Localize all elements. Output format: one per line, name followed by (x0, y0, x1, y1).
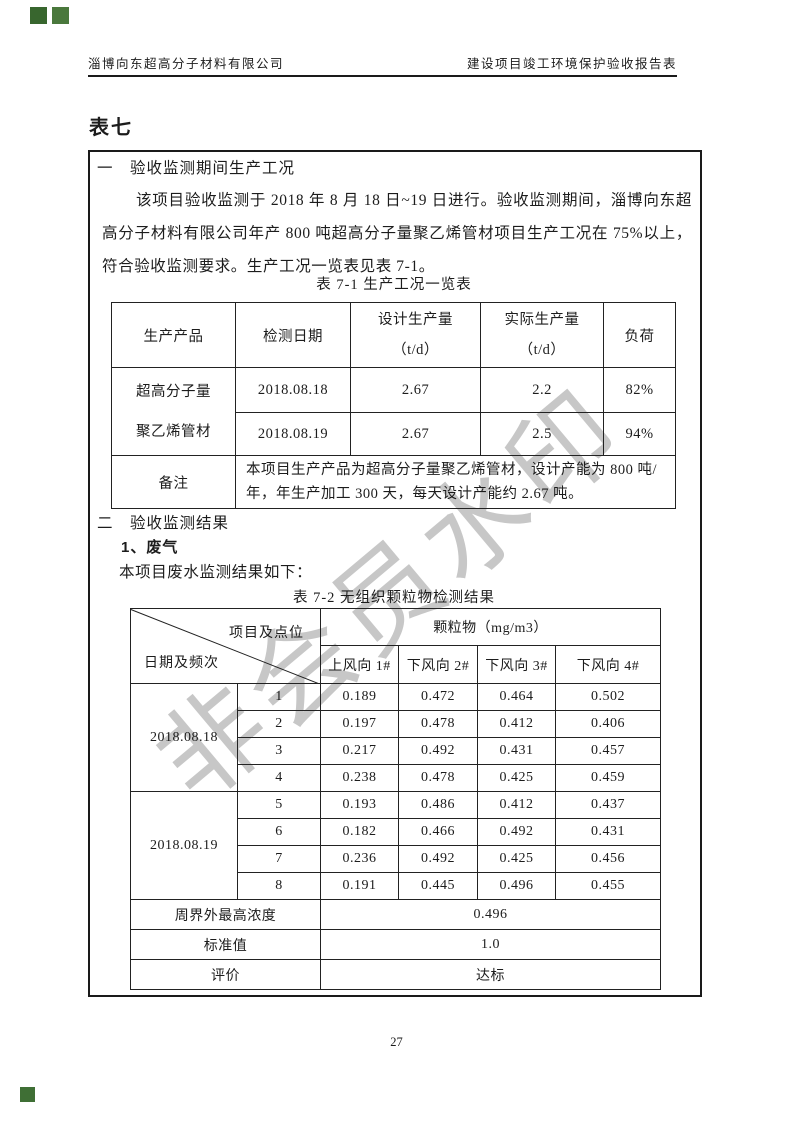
header-report-title: 建设项目竣工环境保护验收报告表 (466, 57, 677, 71)
t1-product-line1: 超高分子量 (136, 383, 211, 400)
particulate-results-table: 项目及点位 日期及频次 颗粒物（mg/m3） 上风向 1# 下风向 2# 下风向… (130, 608, 662, 990)
header-company-name: 淄博向东超高分子材料有限公司 (88, 57, 285, 71)
section-2-intro: 本项目废水监测结果如下： (119, 564, 313, 581)
t1-load-cell: 94% (603, 412, 676, 456)
t2-value-cell: 0.464 (477, 683, 556, 711)
t2-value-cell: 0.492 (398, 737, 478, 765)
t2-freq-cell: 6 (237, 818, 321, 846)
t1-actual-cell: 2.5 (480, 412, 604, 456)
t2-value-cell: 0.406 (554, 710, 662, 738)
t2-value-cell: 0.189 (320, 683, 399, 711)
section-1-heading: 一 验收监测期间生产工况 (97, 160, 296, 177)
t2-freq-cell: 8 (237, 872, 321, 900)
t2-value-cell: 0.455 (554, 872, 662, 900)
t2-value-cell: 0.425 (477, 845, 556, 873)
t2-diag-bottom-label: 日期及频次 (144, 656, 219, 671)
page-number: 27 (390, 1035, 403, 1049)
content-border-box (88, 150, 702, 997)
t2-value-cell: 0.466 (398, 818, 478, 846)
t1-header-load: 负荷 (603, 302, 676, 368)
table-7-2-caption: 表 7-2 无组织颗粒物检测结果 (292, 590, 496, 606)
t1-remark-text: 本项目生产产品为超高分子量聚乙烯管材，设计产能为 800 吨/年，年生产加工 3… (235, 455, 676, 509)
logo-square-icon (52, 7, 69, 24)
t2-value-cell: 0.437 (554, 791, 662, 819)
t2-value-cell: 0.492 (398, 845, 478, 873)
t2-col-header: 下风向 4# (554, 645, 662, 684)
t2-footer-label: 评价 (130, 959, 321, 990)
t1-header-actual-label: 实际生产量 (504, 312, 580, 328)
t1-product-cell: 超高分子量 聚乙烯管材 (111, 367, 236, 456)
t2-value-cell: 0.457 (554, 737, 662, 765)
logo-square-icon (30, 7, 47, 24)
section-2-sub-heading: 1、废气 (121, 539, 179, 556)
t2-value-cell: 0.431 (554, 818, 662, 846)
table-7-1-caption: 表 7-1 生产工况一览表 (316, 277, 472, 293)
t2-value-cell: 0.182 (320, 818, 399, 846)
logo-square-icon (20, 1087, 35, 1102)
t2-footer-value: 达标 (319, 959, 662, 990)
section-2-heading: 二 验收监测结果 (97, 515, 230, 532)
t2-freq-cell: 2 (237, 710, 321, 738)
t1-product-line2: 聚乙烯管材 (136, 423, 211, 440)
t1-design-cell: 2.67 (350, 412, 481, 456)
t2-freq-cell: 1 (237, 683, 321, 711)
t2-value-cell: 0.191 (320, 872, 399, 900)
t2-freq-cell: 3 (237, 737, 321, 765)
t2-col-header: 下风向 2# (398, 645, 478, 684)
t2-value-cell: 0.472 (398, 683, 478, 711)
t2-value-cell: 0.492 (477, 818, 556, 846)
t2-freq-cell: 7 (237, 845, 321, 873)
t2-value-cell: 0.478 (398, 764, 478, 792)
t2-value-cell: 0.486 (398, 791, 478, 819)
t2-value-cell: 0.236 (320, 845, 399, 873)
t2-value-cell: 0.456 (554, 845, 662, 873)
t2-value-cell: 0.193 (320, 791, 399, 819)
t2-value-cell: 0.217 (320, 737, 399, 765)
t2-value-cell: 0.412 (477, 791, 556, 819)
production-conditions-table: 生产产品 检测日期 设计生产量 （t/d） 实际生产量 （t/d） 负荷 超高分… (111, 302, 676, 509)
t2-value-cell: 0.478 (398, 710, 478, 738)
diagonal-divider (131, 609, 320, 683)
t2-date-cell: 2018.08.19 (130, 791, 238, 900)
t2-footer-label: 标准值 (130, 929, 321, 960)
t2-group-header: 颗粒物（mg/m3） (319, 608, 662, 646)
t2-value-cell: 0.238 (320, 764, 399, 792)
t2-footer-value: 1.0 (319, 929, 662, 960)
t1-header-design-unit: （t/d） (392, 342, 439, 358)
section-1-paragraph: 该项目验收监测于 2018 年 8 月 18 日~19 日进行。验收监测期间，淄… (102, 192, 692, 275)
t2-footer-value: 0.496 (319, 899, 662, 930)
t2-value-cell: 0.502 (554, 683, 662, 711)
t1-date-cell: 2018.08.19 (235, 412, 351, 456)
t2-value-cell: 0.431 (477, 737, 556, 765)
t2-value-cell: 0.412 (477, 710, 556, 738)
t2-value-cell: 0.459 (554, 764, 662, 792)
t1-header-design: 设计生产量 （t/d） (350, 302, 481, 368)
t1-header-date: 检测日期 (235, 302, 351, 368)
t2-diagonal-header-cell: 项目及点位 日期及频次 (130, 608, 321, 684)
t1-actual-cell: 2.2 (480, 367, 604, 413)
t1-design-cell: 2.67 (350, 367, 481, 413)
t2-footer-label: 周界外最高浓度 (130, 899, 321, 930)
t2-value-cell: 0.425 (477, 764, 556, 792)
t2-date-cell: 2018.08.18 (130, 683, 238, 792)
t1-header-product: 生产产品 (111, 302, 236, 368)
t1-header-design-label: 设计生产量 (378, 312, 453, 328)
t2-value-cell: 0.445 (398, 872, 478, 900)
t1-load-cell: 82% (603, 367, 676, 413)
t1-header-actual-unit: （t/d） (518, 342, 566, 358)
t2-col-header: 上风向 1# (320, 645, 399, 684)
t1-remark-label: 备注 (111, 455, 236, 509)
t2-freq-cell: 5 (237, 791, 321, 819)
header-divider (88, 75, 677, 77)
page-title: 表七 (89, 117, 133, 139)
t2-freq-cell: 4 (237, 764, 321, 792)
t1-header-actual: 实际生产量 （t/d） (480, 302, 604, 368)
t2-diag-top-label: 项目及点位 (229, 626, 304, 641)
t2-col-header: 下风向 3# (477, 645, 556, 684)
t2-value-cell: 0.496 (477, 872, 556, 900)
t2-value-cell: 0.197 (320, 710, 399, 738)
t1-date-cell: 2018.08.18 (235, 367, 351, 413)
